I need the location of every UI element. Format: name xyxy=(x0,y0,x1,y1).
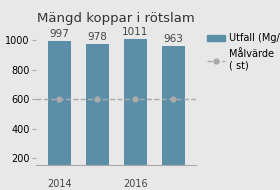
Text: 963: 963 xyxy=(163,34,183,44)
Text: 2016: 2016 xyxy=(123,179,148,189)
Title: Mängd koppar i rötslam: Mängd koppar i rötslam xyxy=(37,12,195,25)
Text: 997: 997 xyxy=(49,29,69,39)
Legend: Utfall (Mg/k..., Målvärde
( st): Utfall (Mg/k..., Målvärde ( st) xyxy=(207,33,280,71)
Text: 2014: 2014 xyxy=(47,179,71,189)
Bar xyxy=(162,46,185,187)
Bar xyxy=(124,39,147,187)
Text: 1011: 1011 xyxy=(122,27,148,37)
Bar xyxy=(86,44,109,187)
Text: 978: 978 xyxy=(87,32,107,42)
Bar xyxy=(48,41,71,187)
